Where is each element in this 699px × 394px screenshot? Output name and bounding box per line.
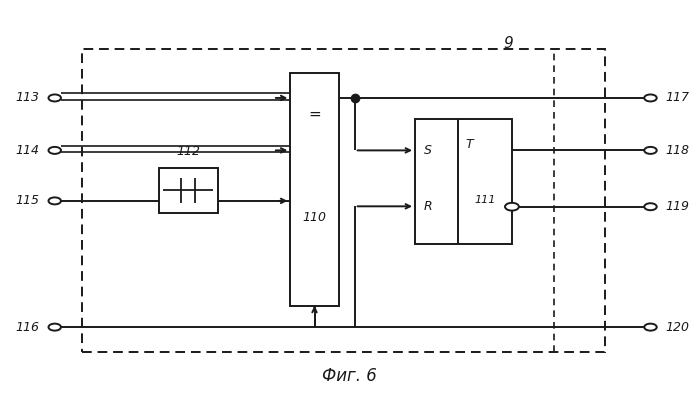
Text: 114: 114 [15, 144, 39, 157]
Bar [415, 119, 512, 243]
Text: 117: 117 [665, 91, 690, 104]
Text: 111: 111 [474, 195, 496, 205]
Circle shape [48, 147, 61, 154]
Text: S: S [424, 144, 432, 157]
Bar [159, 168, 217, 212]
Text: =: = [308, 107, 321, 122]
Text: 116: 116 [15, 321, 39, 334]
Circle shape [48, 323, 61, 331]
Circle shape [644, 203, 657, 210]
Text: 9: 9 [503, 36, 513, 51]
Text: R: R [424, 200, 433, 213]
Text: Фиг. 6: Фиг. 6 [322, 367, 377, 385]
Circle shape [644, 323, 657, 331]
Circle shape [644, 95, 657, 101]
Circle shape [644, 147, 657, 154]
Circle shape [48, 95, 61, 101]
Text: 110: 110 [303, 211, 326, 224]
Text: 113: 113 [15, 91, 39, 104]
Text: 120: 120 [665, 321, 690, 334]
Circle shape [505, 203, 519, 211]
Bar [82, 49, 605, 352]
Bar [290, 73, 339, 306]
Text: 115: 115 [15, 194, 39, 207]
Text: 118: 118 [665, 144, 690, 157]
Text: 112: 112 [176, 145, 200, 158]
Text: T: T [466, 138, 473, 151]
Text: 119: 119 [665, 200, 690, 213]
Circle shape [48, 197, 61, 204]
